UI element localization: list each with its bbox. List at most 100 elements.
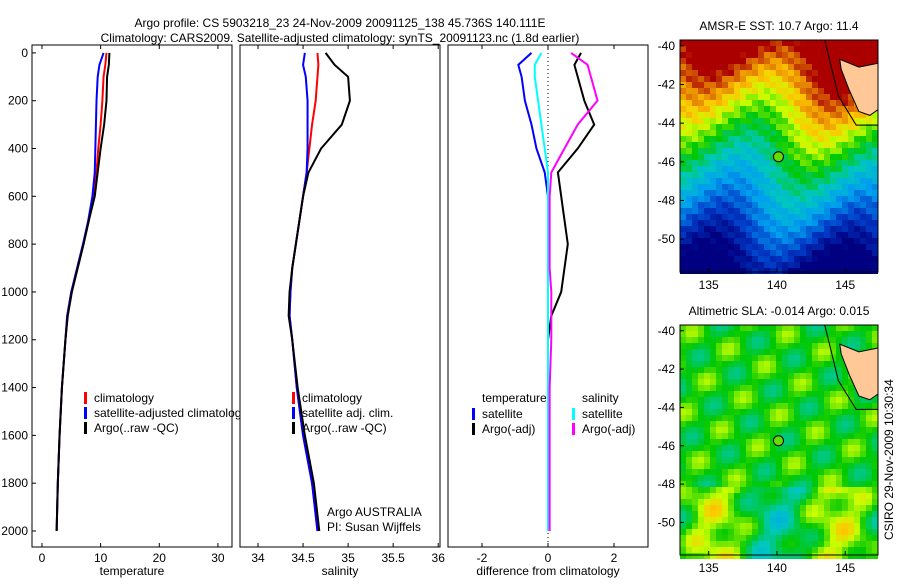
legend-swatch: [472, 423, 475, 435]
map-cell: [704, 142, 710, 148]
map-cell: [680, 355, 686, 361]
map-cell: [782, 178, 788, 184]
map-cell: [704, 523, 710, 529]
map-cell: [734, 541, 740, 547]
map-cell: [800, 256, 806, 262]
map-cell: [686, 385, 692, 391]
map-cell: [782, 481, 788, 487]
map-cell: [806, 208, 812, 214]
map-cell: [686, 148, 692, 154]
map-cell: [740, 433, 746, 439]
map-cell: [806, 130, 812, 136]
map-cell: [818, 427, 824, 433]
map-cell: [806, 409, 812, 415]
map-cell: [722, 487, 728, 493]
map-cell: [824, 178, 830, 184]
map-cell: [830, 184, 836, 190]
map-cell: [686, 355, 692, 361]
map-cell: [740, 397, 746, 403]
map-cell: [740, 325, 746, 331]
map-cell: [746, 475, 752, 481]
y-tick-label: 1000: [1, 285, 28, 299]
title-line-1: Argo profile: CS 5903218_23 24-Nov-2009 …: [135, 16, 546, 30]
map-cell: [680, 361, 686, 367]
map-cell: [830, 160, 836, 166]
map-cell: [830, 439, 836, 445]
map-cell: [866, 499, 872, 505]
map-cell: [770, 226, 776, 232]
map-cell: [836, 202, 842, 208]
map-cell: [704, 451, 710, 457]
map-cell: [710, 493, 716, 499]
map-cell: [686, 58, 692, 64]
map-cell: [776, 541, 782, 547]
map-cell: [710, 142, 716, 148]
y-tick-label: 200: [8, 94, 28, 108]
map-cell: [794, 148, 800, 154]
map-cell: [836, 325, 842, 331]
map-cell: [812, 385, 818, 391]
y-tick-label: -40: [658, 324, 676, 338]
map-cell: [770, 232, 776, 238]
map-cell: [800, 523, 806, 529]
map-cell: [818, 82, 824, 88]
map-cell: [872, 493, 878, 499]
map-cell: [716, 196, 722, 202]
map-cell: [740, 469, 746, 475]
map-cell: [686, 367, 692, 373]
map-cell: [728, 64, 734, 70]
map-cell: [680, 427, 686, 433]
map-cell: [686, 529, 692, 535]
map-cell: [836, 337, 842, 343]
boundary-line: [824, 39, 878, 126]
map-cell: [848, 268, 854, 274]
map-cell: [794, 421, 800, 427]
map-cell: [752, 40, 758, 46]
map-cell: [752, 385, 758, 391]
map-cell: [788, 226, 794, 232]
map-cell: [782, 499, 788, 505]
map-cell: [812, 130, 818, 136]
map-cell: [680, 190, 686, 196]
map-cell: [800, 130, 806, 136]
map-cell: [692, 433, 698, 439]
map-cell: [776, 160, 782, 166]
map-cell: [872, 427, 878, 433]
map-cell: [734, 202, 740, 208]
map-cell: [830, 367, 836, 373]
map-cell: [836, 124, 842, 130]
map-cell: [872, 112, 878, 118]
map-cell: [824, 343, 830, 349]
map-cell: [716, 457, 722, 463]
map-cell: [776, 178, 782, 184]
map-cell: [800, 391, 806, 397]
map-cell: [782, 196, 788, 202]
map-cell: [758, 541, 764, 547]
map-cell: [818, 421, 824, 427]
map-cell: [740, 46, 746, 52]
map-cell: [746, 397, 752, 403]
map-cell: [770, 529, 776, 535]
map-cell: [740, 451, 746, 457]
map-cell: [866, 421, 872, 427]
map-cell: [866, 451, 872, 457]
map-cell: [764, 457, 770, 463]
map-cell: [854, 142, 860, 148]
map-cell: [746, 214, 752, 220]
map-cell: [842, 445, 848, 451]
map-cell: [686, 184, 692, 190]
map-cell: [824, 220, 830, 226]
map-cell: [794, 397, 800, 403]
map-cell: [788, 535, 794, 541]
map-cell: [806, 337, 812, 343]
map-cell: [710, 64, 716, 70]
map-cell: [680, 250, 686, 256]
map-cell: [854, 184, 860, 190]
map-cell: [770, 469, 776, 475]
map-cell: [722, 82, 728, 88]
map-cell: [770, 457, 776, 463]
map-cell: [848, 445, 854, 451]
map-cell: [842, 196, 848, 202]
map-cell: [824, 70, 830, 76]
map-cell: [866, 160, 872, 166]
